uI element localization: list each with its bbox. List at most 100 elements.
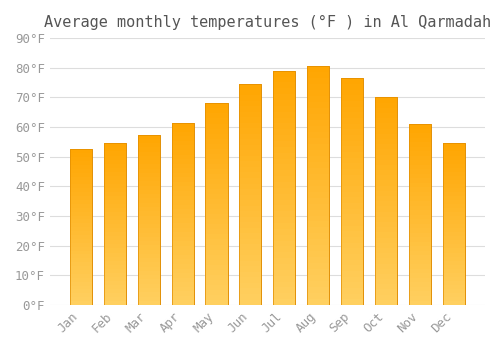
Bar bbox=[443, 281, 465, 285]
Bar bbox=[308, 66, 330, 72]
Bar bbox=[274, 71, 295, 305]
Bar bbox=[443, 216, 465, 220]
Bar bbox=[138, 284, 160, 288]
Bar bbox=[375, 128, 398, 134]
Bar bbox=[70, 251, 92, 254]
Bar bbox=[409, 224, 432, 228]
Bar bbox=[443, 204, 465, 208]
Bar bbox=[138, 160, 160, 164]
Bar bbox=[409, 188, 432, 192]
Bar bbox=[409, 215, 432, 219]
Bar bbox=[274, 264, 295, 270]
Bar bbox=[409, 178, 432, 183]
Bar bbox=[138, 245, 160, 250]
Bar bbox=[409, 138, 432, 142]
Bar bbox=[443, 152, 465, 155]
Bar bbox=[375, 191, 398, 196]
Bar bbox=[409, 278, 432, 282]
Bar bbox=[104, 297, 126, 301]
Bar bbox=[342, 146, 363, 152]
Bar bbox=[342, 288, 363, 294]
Bar bbox=[443, 301, 465, 305]
Bar bbox=[274, 118, 295, 124]
Bar bbox=[138, 262, 160, 267]
Bar bbox=[274, 159, 295, 164]
Bar bbox=[308, 216, 330, 222]
Bar bbox=[342, 299, 363, 305]
Bar bbox=[104, 212, 126, 216]
Bar bbox=[308, 66, 330, 305]
Bar bbox=[206, 189, 228, 194]
Bar bbox=[206, 260, 228, 265]
Bar bbox=[138, 134, 160, 305]
Bar bbox=[409, 147, 432, 151]
Bar bbox=[172, 164, 194, 168]
Bar bbox=[274, 223, 295, 229]
Bar bbox=[70, 258, 92, 262]
Bar bbox=[375, 279, 398, 284]
Bar bbox=[104, 269, 126, 273]
Bar bbox=[172, 182, 194, 187]
Bar bbox=[70, 274, 92, 278]
Bar bbox=[172, 155, 194, 159]
Bar bbox=[104, 147, 126, 152]
Bar bbox=[409, 301, 432, 305]
Bar bbox=[443, 212, 465, 216]
Bar bbox=[274, 240, 295, 246]
Bar bbox=[206, 245, 228, 250]
Bar bbox=[308, 210, 330, 216]
Bar bbox=[342, 209, 363, 214]
Bar bbox=[70, 286, 92, 289]
Bar bbox=[104, 301, 126, 305]
Bar bbox=[138, 134, 160, 139]
Bar bbox=[172, 132, 194, 136]
Bar bbox=[409, 273, 432, 278]
Bar bbox=[342, 78, 363, 84]
Bar bbox=[274, 106, 295, 112]
Bar bbox=[172, 282, 194, 287]
Bar bbox=[409, 124, 432, 129]
Bar bbox=[206, 285, 228, 290]
Bar bbox=[274, 282, 295, 287]
Bar bbox=[274, 199, 295, 205]
Bar bbox=[443, 236, 465, 240]
Bar bbox=[308, 299, 330, 305]
Bar bbox=[172, 141, 194, 146]
Bar bbox=[443, 176, 465, 180]
Bar bbox=[206, 194, 228, 199]
Bar bbox=[206, 128, 228, 134]
Bar bbox=[240, 200, 262, 205]
Bar bbox=[308, 233, 330, 239]
Bar bbox=[138, 258, 160, 262]
Bar bbox=[172, 287, 194, 291]
Bar bbox=[172, 187, 194, 191]
Bar bbox=[443, 160, 465, 163]
Bar bbox=[342, 158, 363, 163]
Bar bbox=[409, 124, 432, 305]
Bar bbox=[308, 132, 330, 138]
Bar bbox=[308, 84, 330, 90]
Bar bbox=[375, 264, 398, 269]
Bar bbox=[70, 149, 92, 153]
Bar bbox=[70, 254, 92, 258]
Bar bbox=[172, 268, 194, 273]
Bar bbox=[240, 300, 262, 305]
Bar bbox=[172, 273, 194, 278]
Bar bbox=[206, 219, 228, 224]
Bar bbox=[138, 288, 160, 292]
Bar bbox=[342, 180, 363, 186]
Bar bbox=[138, 271, 160, 275]
Bar bbox=[443, 196, 465, 200]
Bar bbox=[409, 292, 432, 296]
Bar bbox=[308, 144, 330, 150]
Bar bbox=[240, 288, 262, 294]
Bar bbox=[308, 96, 330, 102]
Bar bbox=[409, 228, 432, 233]
Bar bbox=[443, 285, 465, 289]
Bar bbox=[308, 222, 330, 228]
Bar bbox=[172, 122, 194, 305]
Bar bbox=[206, 179, 228, 184]
Bar bbox=[375, 196, 398, 201]
Bar bbox=[206, 164, 228, 169]
Bar bbox=[70, 235, 92, 239]
